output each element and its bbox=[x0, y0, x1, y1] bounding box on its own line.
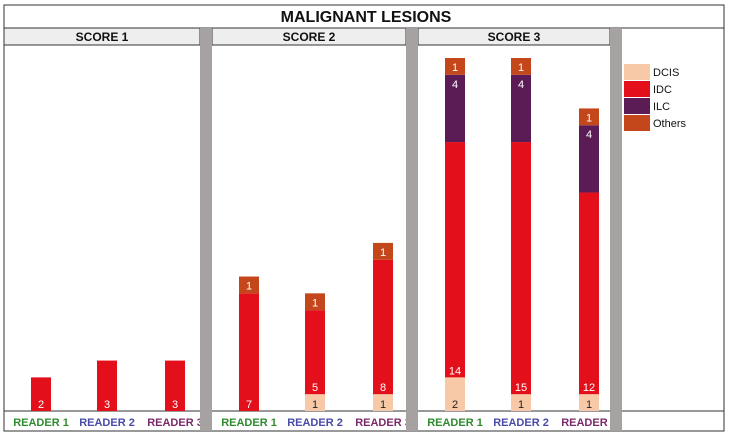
data-label: 1 bbox=[380, 247, 386, 259]
bar-stack-1-2: 3 bbox=[97, 360, 117, 411]
score-header-label: SCORE 2 bbox=[283, 30, 336, 44]
bar-segment-ilc bbox=[445, 74, 465, 143]
score-header-label: SCORE 3 bbox=[488, 30, 541, 44]
bar-segment-idc bbox=[97, 360, 117, 411]
bar-stack-3-1: 2 14 4 1 bbox=[445, 58, 465, 411]
bar-segment-others bbox=[579, 108, 599, 126]
chart-title: MALIGNANT LESIONS bbox=[281, 9, 452, 26]
score-header-label: SCORE 1 bbox=[76, 30, 129, 44]
legend-label: DCIS bbox=[653, 67, 679, 79]
data-label: 1 bbox=[312, 399, 318, 411]
legend-swatch bbox=[624, 64, 650, 80]
bar-segment-ilc bbox=[511, 74, 531, 143]
bar-segment-idc bbox=[373, 259, 393, 395]
data-label: 4 bbox=[518, 79, 524, 91]
bar-segment-idc bbox=[239, 293, 259, 411]
data-label: 5 bbox=[312, 382, 318, 394]
data-label: 3 bbox=[172, 399, 178, 411]
legend-swatch bbox=[624, 115, 650, 131]
bar-stack-2-3: 1 8 1 bbox=[373, 242, 393, 411]
legend-swatch bbox=[624, 81, 650, 97]
bar-segment-dcis bbox=[579, 394, 599, 411]
data-label: 7 bbox=[246, 399, 252, 411]
bar-stack-3-2: 1 15 4 1 bbox=[511, 58, 531, 411]
data-label: 15 bbox=[515, 382, 527, 394]
data-label: 2 bbox=[38, 399, 44, 411]
bar-segment-dcis bbox=[511, 394, 531, 411]
bar-stack-1-3: 3 bbox=[165, 360, 185, 411]
reader-label: READER 1 bbox=[427, 417, 483, 429]
legend-item-idc: IDC bbox=[624, 81, 672, 97]
data-label: 1 bbox=[518, 399, 524, 411]
bar-segment-others bbox=[373, 242, 393, 260]
data-label: 8 bbox=[380, 382, 386, 394]
bar-segment-idc bbox=[165, 360, 185, 411]
reader-label: READER 2 bbox=[79, 417, 135, 429]
bar-segment-others bbox=[305, 293, 325, 311]
data-label: 3 bbox=[104, 399, 110, 411]
data-label: 2 bbox=[452, 399, 458, 411]
bar-stack-1-1: 2 bbox=[31, 377, 51, 411]
data-label: 1 bbox=[452, 62, 458, 74]
reader-label: READER 1 bbox=[221, 417, 277, 429]
legend-item-ilc: ILC bbox=[624, 98, 670, 114]
data-label: 1 bbox=[312, 297, 318, 309]
bar-stack-3-3: 1 12 4 1 bbox=[579, 108, 599, 411]
data-label: 1 bbox=[518, 62, 524, 74]
data-label: 1 bbox=[380, 399, 386, 411]
bar-segment-dcis bbox=[305, 394, 325, 411]
legend-item-dcis: DCIS bbox=[624, 64, 679, 80]
group-separator bbox=[406, 28, 418, 431]
score-group-1: SCORE 1 2 READER 1 3 READER 2 3 READER 3 bbox=[3, 27, 203, 429]
data-label: 1 bbox=[586, 399, 592, 411]
bar-segment-idc bbox=[305, 310, 325, 395]
reader-label: READER 2 bbox=[493, 417, 549, 429]
bar-segment-others bbox=[239, 276, 259, 294]
bar-segment-dcis bbox=[373, 394, 393, 411]
reader-label: READER 1 bbox=[13, 417, 69, 429]
legend-item-others: Others bbox=[624, 115, 687, 131]
score-group-3: SCORE 3 2 14 4 1 READER 1 1 15 4 1 READER 2 1 12 4 1 RE… bbox=[417, 27, 617, 429]
legend-label: IDC bbox=[653, 84, 672, 96]
bar-segment-idc bbox=[445, 142, 465, 378]
reader-label: READER 3 bbox=[561, 417, 617, 429]
legend-swatch bbox=[624, 98, 650, 114]
reader-label: READER 3 bbox=[147, 417, 203, 429]
data-label: 12 bbox=[583, 382, 595, 394]
group-separator bbox=[200, 28, 212, 431]
legend-label: ILC bbox=[653, 101, 670, 113]
bar-segment-idc bbox=[511, 142, 531, 395]
bar-segment-ilc bbox=[579, 125, 599, 193]
legend-label: Others bbox=[653, 118, 687, 130]
bar-stack-2-2: 1 5 1 bbox=[305, 293, 325, 411]
data-label: 4 bbox=[586, 129, 592, 141]
legend: DCIS IDC ILC Others bbox=[622, 64, 724, 412]
bar-stack-2-1: 71 bbox=[239, 276, 259, 411]
reader-label: READER 3 bbox=[355, 417, 411, 429]
bar-segment-dcis bbox=[445, 377, 465, 411]
bar-segment-others bbox=[445, 58, 465, 75]
reader-label: READER 2 bbox=[287, 417, 343, 429]
data-label: 1 bbox=[586, 112, 592, 124]
group-separator bbox=[610, 28, 622, 431]
chart-frame bbox=[3, 4, 725, 432]
data-label: 1 bbox=[246, 281, 252, 293]
bar-segment-others bbox=[511, 58, 531, 75]
data-label: 14 bbox=[449, 365, 461, 377]
bar-segment-idc bbox=[31, 377, 51, 411]
bar-segment-idc bbox=[579, 192, 599, 395]
data-label: 4 bbox=[452, 79, 458, 91]
